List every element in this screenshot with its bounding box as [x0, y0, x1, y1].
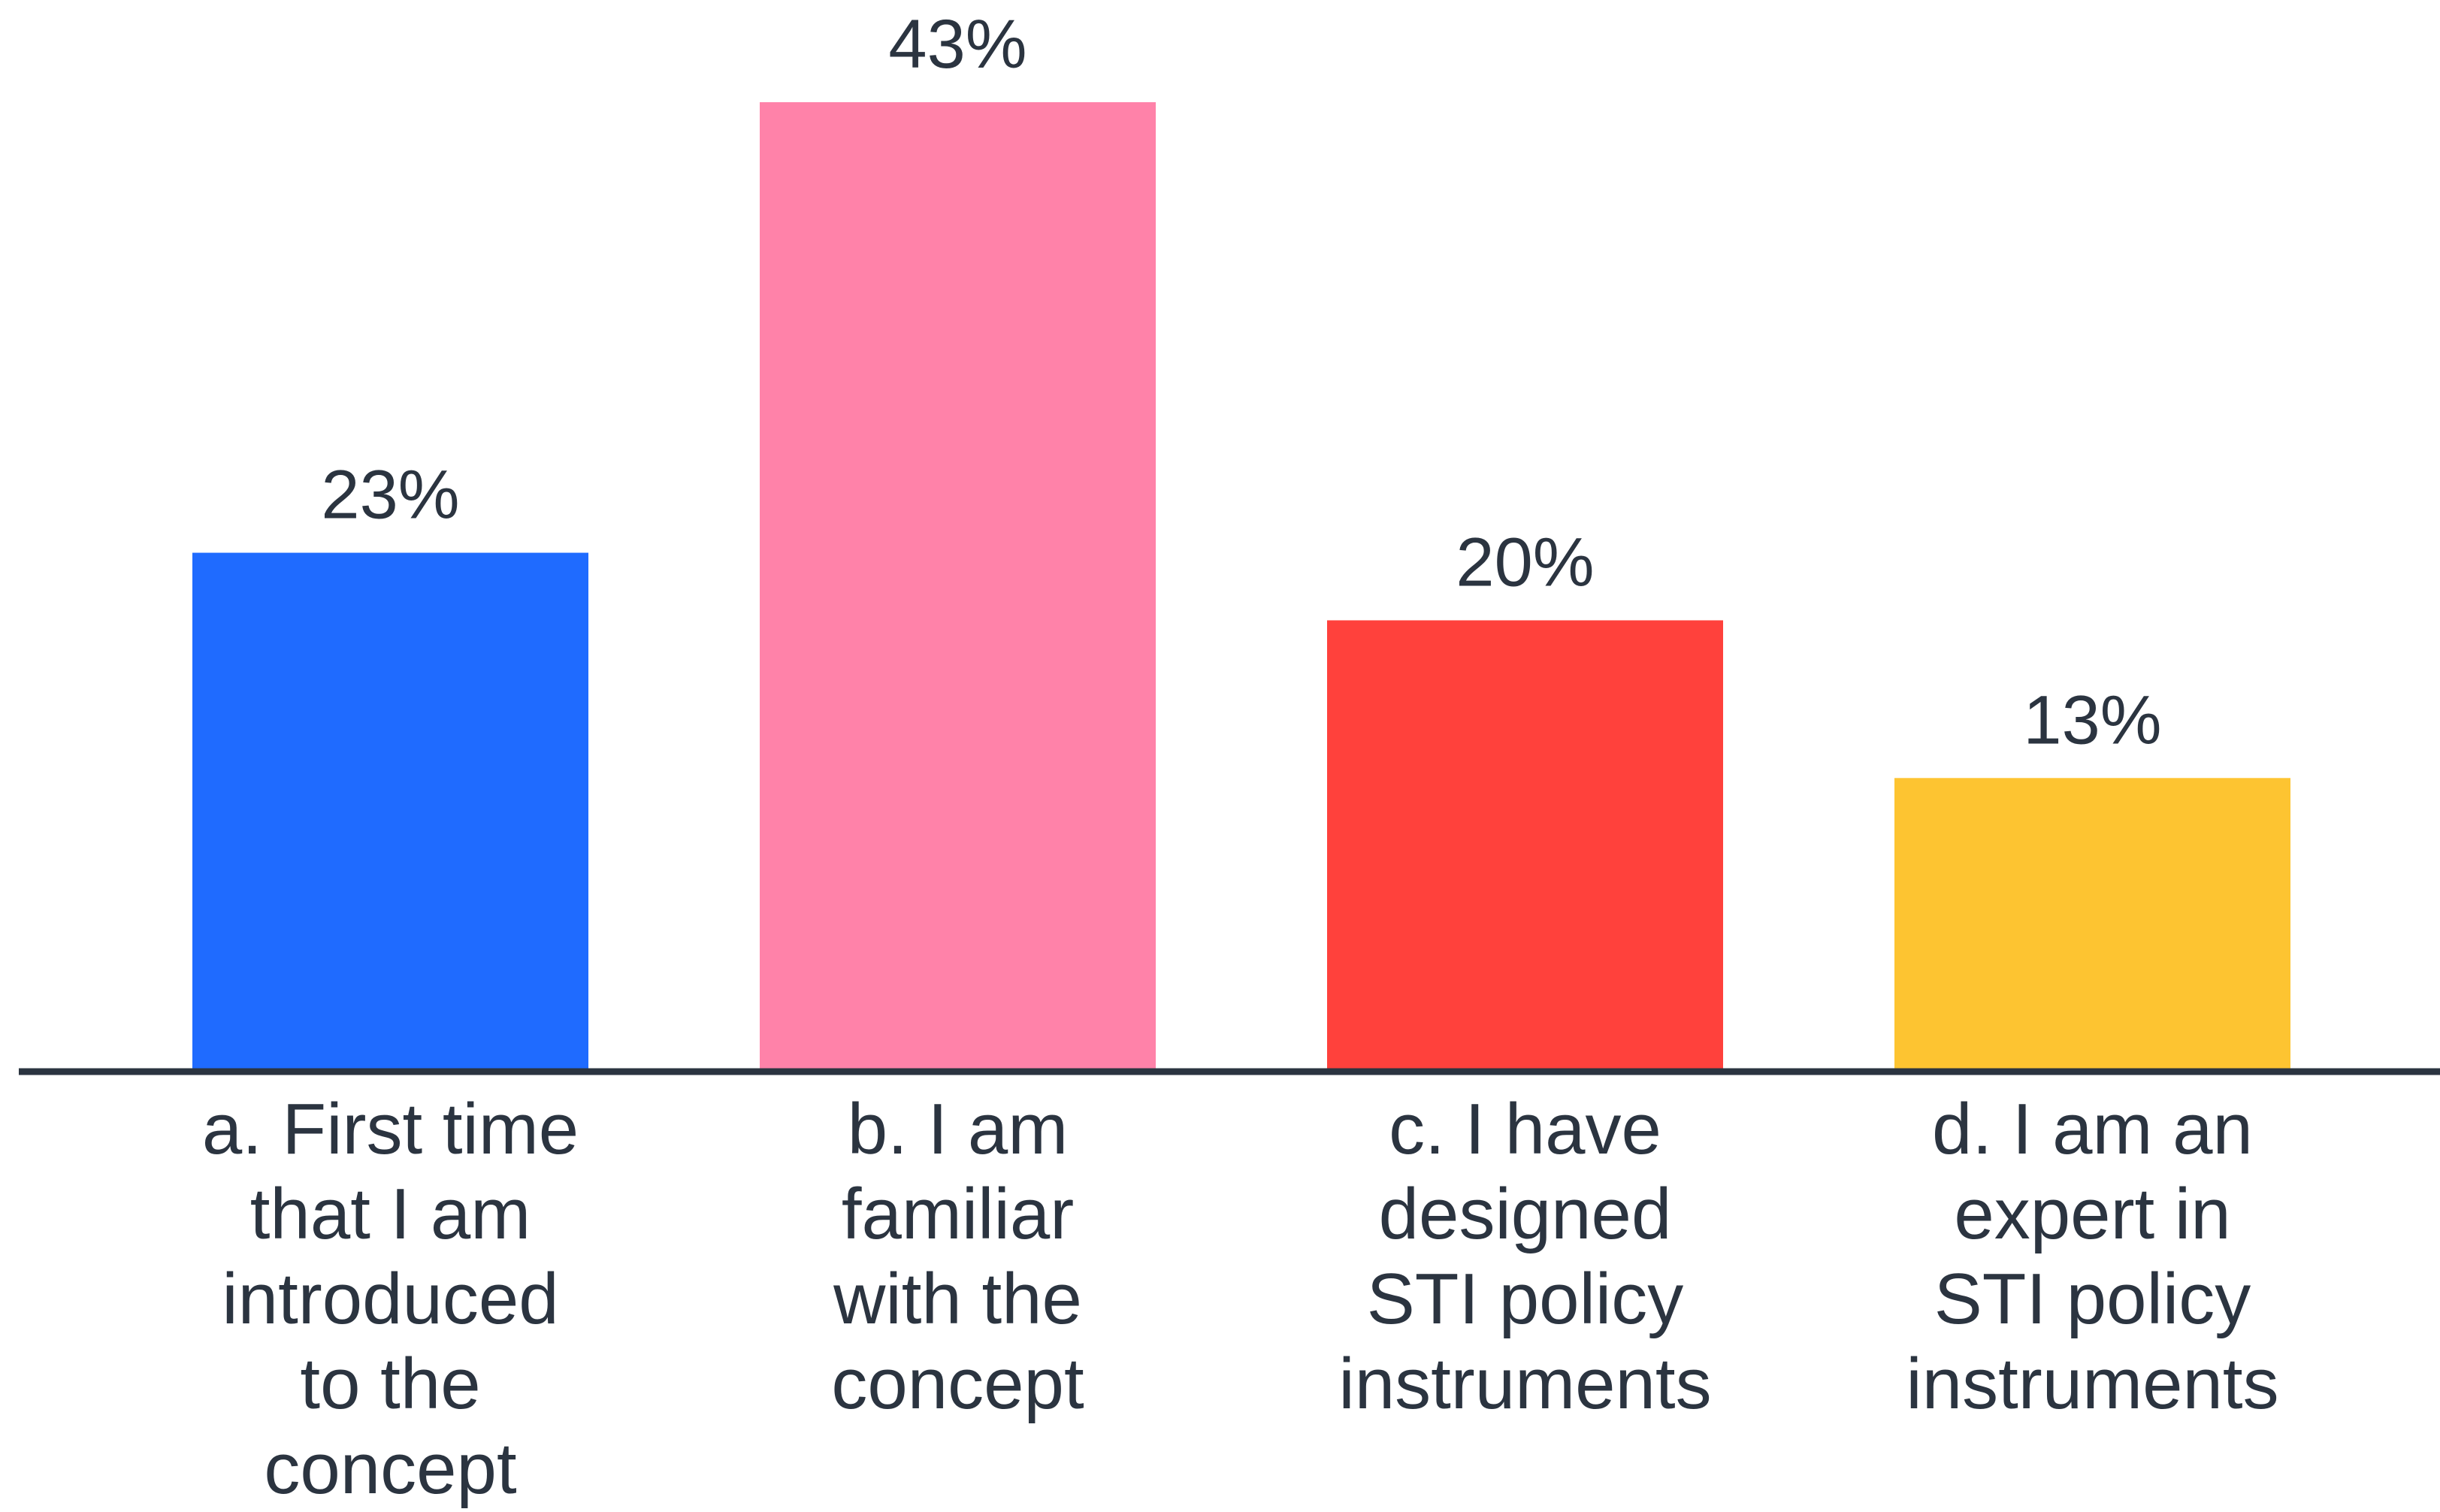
category-label-line: with the	[833, 1259, 1082, 1339]
category-label-line: instruments	[1338, 1344, 1711, 1424]
value-label-d: 13%	[2023, 682, 2161, 758]
category-label-line: to the	[300, 1344, 480, 1424]
value-label-b: 43%	[888, 6, 1026, 83]
category-label-line: introduced	[222, 1259, 558, 1339]
category-label-c: c. I have designed STI policy instruments	[1338, 1089, 1711, 1424]
category-label-d: d. I am an expert in STI policy instruments	[1906, 1089, 2278, 1424]
category-label-line: c. I have	[1389, 1089, 1661, 1169]
category-label-line: STI policy	[1367, 1259, 1683, 1339]
category-label-line: concept	[264, 1429, 516, 1509]
category-label-line: designed	[1379, 1174, 1672, 1254]
category-label-line: concept	[831, 1344, 1084, 1424]
category-label-line: d. I am an	[1932, 1089, 2253, 1169]
value-labels-group: 23% 43% 20% 13%	[321, 6, 2161, 758]
category-label-a: a. First time that I am introduced to the co…	[202, 1089, 579, 1509]
bar-b	[760, 102, 1156, 1071]
bar-a	[192, 552, 588, 1071]
bar-c	[1327, 620, 1723, 1071]
category-label-b: b. I am familiar with the concept	[831, 1089, 1084, 1424]
category-label-line: familiar	[842, 1174, 1074, 1254]
category-label-line: b. I am	[848, 1089, 1068, 1169]
category-label-line: instruments	[1906, 1344, 2278, 1424]
category-label-line: STI policy	[1934, 1259, 2251, 1339]
value-label-a: 23%	[321, 457, 459, 534]
value-label-c: 20%	[1456, 524, 1594, 600]
bar-d	[1894, 778, 2290, 1071]
bars-group	[192, 102, 2290, 1071]
category-labels-group: a. First time that I am introduced to the co…	[202, 1089, 2279, 1509]
category-label-line: a. First time	[202, 1089, 579, 1169]
category-label-line: that I am	[250, 1174, 531, 1254]
category-label-line: expert in	[1954, 1174, 2230, 1254]
